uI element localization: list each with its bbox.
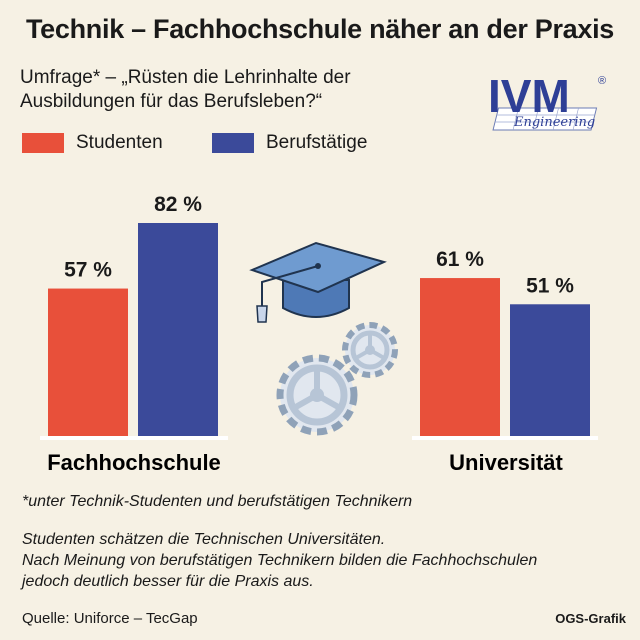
category-label-universitaet: Universität [449,450,563,475]
bar-value-label-studenten-fachhochschule: 57 % [64,259,112,282]
ivm-logo: IVM ® Engineering [488,70,606,131]
logo-registered-mark: ® [598,75,606,87]
note-line-3: jedoch deutlich besser für die Praxis au… [22,573,314,590]
summary-note: Studenten schätzen die Technischen Unive… [22,529,622,592]
category-label-fachhochschule: Fachhochschule [47,450,221,475]
logo-text: IVM [488,70,570,122]
bar-value-label-berufstätige-fachhochschule: 82 % [154,193,202,216]
bar-berufstätige-universität [510,304,590,438]
legend-label-studenten: Studenten [76,132,163,153]
legend-label-berufstaetige: Berufstätige [266,132,368,153]
legend-item-berufstaetige: Berufstätige [212,130,367,156]
bar-value-label-studenten-universität: 61 % [436,248,484,271]
note-line-2: Nach Meinung von berufstätigen Techniker… [22,552,538,569]
bar-berufstätige-fachhochschule [138,223,218,438]
legend-swatch-studenten [22,133,64,153]
chart-title: Technik – Fachhochschule näher an der Pr… [25,14,614,44]
subtitle-line-2: Ausbildungen für das Berufsleben?“ [20,91,323,112]
graduation-cap-icon [249,241,387,323]
bar-value-label-berufstätige-universität: 51 % [526,274,574,297]
chart-subtitle: Umfrage* – „Rüsten die Lehrinhalte der A… [20,66,460,114]
note-line-1: Studenten schätzen die Technischen Unive… [22,531,386,548]
logo-tagline: Engineering [513,115,595,130]
subtitle-line-1: Umfrage* – „Rüsten die Lehrinhalte der [20,67,351,88]
gears-icon [276,322,398,436]
credit-text: OGS-Grafik [555,611,626,626]
footnote: *unter Technik-Studenten und berufstätig… [22,493,413,510]
legend-item-studenten: Studenten [22,130,163,156]
bar-studenten-universität [420,278,500,438]
bar-studenten-fachhochschule [48,288,128,438]
source-text: Quelle: Uniforce – TecGap [22,610,198,627]
legend-swatch-berufstaetige [212,133,254,153]
bar-chart: 57 % 82 % 61 % 51 % Fachhochschule Universi… [40,193,598,475]
